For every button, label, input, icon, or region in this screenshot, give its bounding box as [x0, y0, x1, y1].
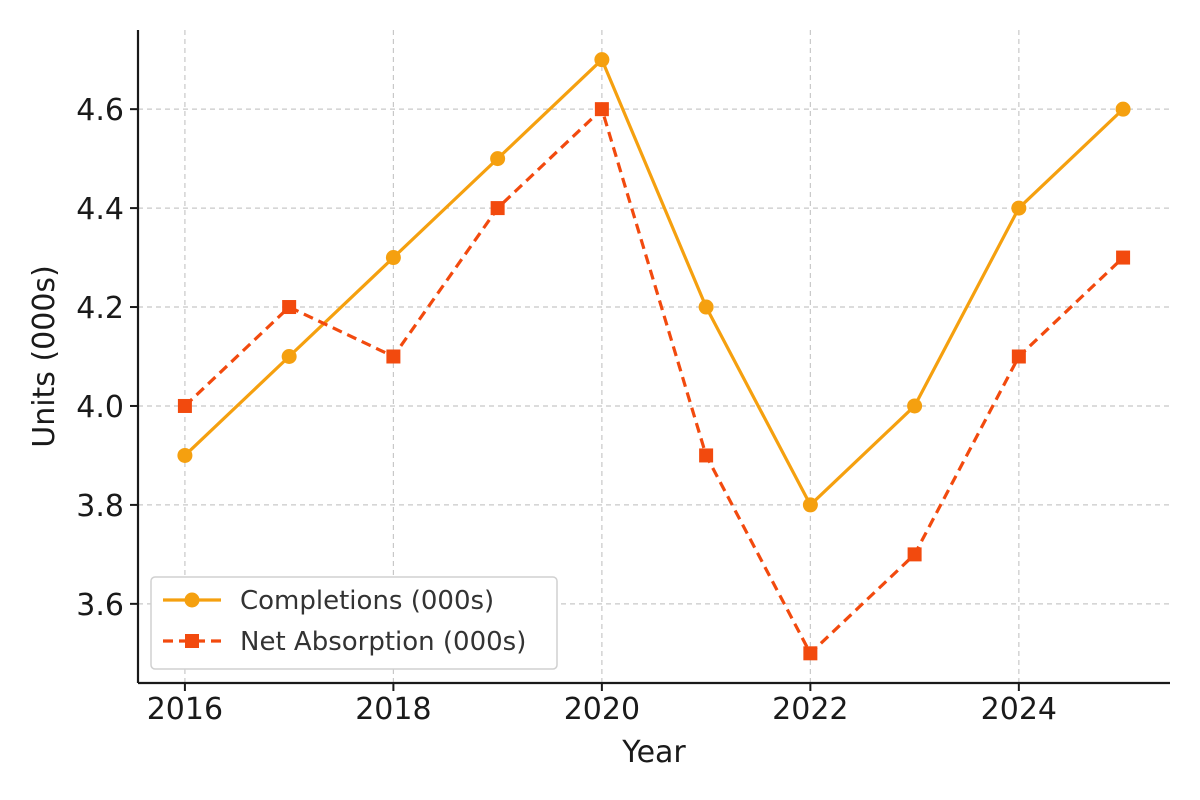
data-point	[1011, 349, 1026, 364]
data-point	[386, 349, 401, 364]
x-tick-label: 2018	[355, 692, 431, 727]
x-axis-title: Year	[621, 735, 686, 770]
data-point	[594, 52, 610, 68]
data-point	[698, 299, 714, 315]
data-point	[802, 497, 818, 513]
data-point	[907, 398, 923, 414]
legend-swatch-marker	[185, 634, 199, 648]
y-tick-label: 4.0	[76, 390, 124, 425]
x-tick-label: 2020	[564, 692, 640, 727]
y-tick-label: 3.8	[76, 489, 124, 524]
data-point	[490, 151, 506, 167]
x-tick-label: 2016	[147, 692, 223, 727]
y-tick-label: 4.2	[76, 291, 124, 326]
data-point	[1011, 200, 1027, 216]
legend: Completions (000s) Net Absorption (000s)	[150, 576, 558, 670]
data-point	[594, 102, 609, 117]
series-layer	[177, 52, 1131, 661]
x-tick-label: 2022	[772, 692, 848, 727]
data-point	[1115, 101, 1131, 117]
y-tick-label: 4.6	[76, 93, 124, 128]
data-point	[1116, 250, 1131, 265]
series-0	[177, 52, 1131, 513]
legend-label: Completions (000s)	[240, 586, 494, 616]
data-point	[281, 349, 297, 364]
data-point	[490, 201, 505, 216]
legend-box	[150, 576, 558, 670]
data-point	[282, 300, 297, 315]
axes	[136, 30, 1170, 685]
data-point	[177, 447, 193, 463]
series-1	[177, 102, 1131, 661]
legend-items: Completions (000s) Net Absorption (000s)	[163, 586, 526, 657]
data-point	[803, 646, 818, 661]
y-axis-title: Units (000s)	[27, 265, 62, 448]
data-point	[177, 398, 192, 413]
ticks: 2016 2018 2020 2022 2024 3.6 3.8 4.0 4.2 4.4 4.6	[76, 93, 1057, 727]
legend-label: Net Absorption (000s)	[240, 627, 526, 657]
y-tick-label: 4.4	[76, 192, 124, 227]
data-point	[699, 448, 714, 463]
y-tick-label: 3.6	[76, 588, 124, 623]
data-point	[907, 547, 922, 562]
series-line	[183, 107, 1125, 655]
legend-swatch-marker	[184, 592, 200, 608]
series-line	[183, 58, 1125, 507]
data-point	[385, 250, 401, 266]
x-tick-label: 2024	[981, 692, 1057, 727]
